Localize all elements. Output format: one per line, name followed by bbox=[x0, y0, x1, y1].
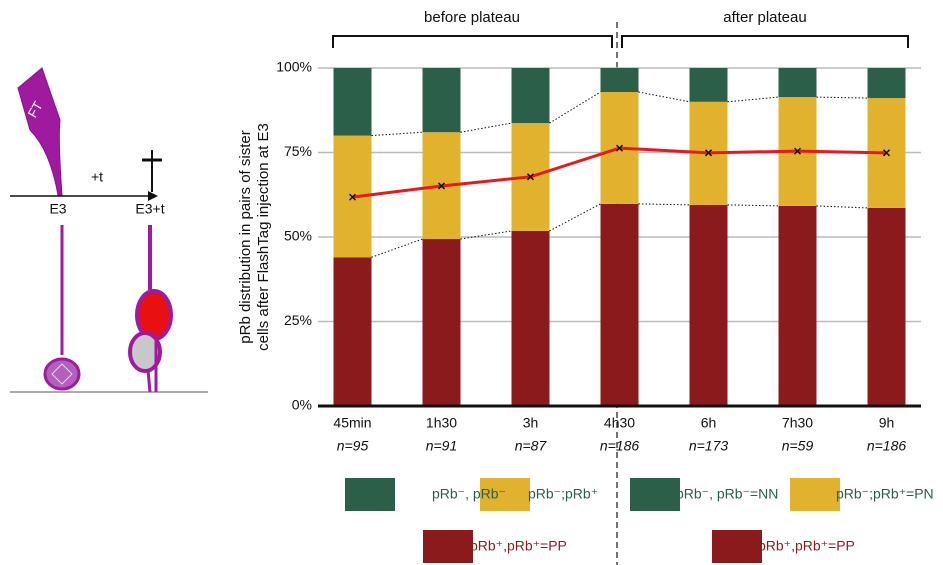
x-tick-label: 9h bbox=[879, 415, 895, 431]
legend-label: pRb⁺,pRb⁺=PP bbox=[470, 538, 567, 554]
connector bbox=[728, 205, 779, 206]
bar-segment bbox=[334, 68, 372, 136]
legend-label: pRb⁻;pRb⁺ bbox=[528, 486, 598, 502]
end-label: E3+t bbox=[135, 201, 164, 217]
connector bbox=[461, 231, 512, 239]
bar-segment bbox=[512, 68, 550, 123]
bar-segment bbox=[690, 68, 728, 102]
annotation: before plateau bbox=[424, 9, 520, 26]
x-tick-label: 6h bbox=[701, 415, 717, 431]
sample-size: n=59 bbox=[782, 438, 814, 454]
legend-label: pRb⁻;pRb⁺=PN bbox=[836, 486, 934, 502]
connector bbox=[372, 132, 423, 135]
annotation: after plateau bbox=[723, 9, 806, 26]
bar-segment bbox=[868, 208, 906, 406]
sample-size: n=186 bbox=[867, 438, 907, 454]
y-tick-label: 100% bbox=[276, 59, 312, 75]
bar-segment bbox=[779, 68, 817, 97]
step-label: +t bbox=[91, 169, 103, 185]
sample-size: n=91 bbox=[426, 438, 458, 454]
connector bbox=[639, 204, 690, 205]
bar-segment bbox=[512, 231, 550, 406]
connector bbox=[728, 97, 779, 102]
bar-segment bbox=[868, 68, 906, 98]
legend-label: pRb⁺,pRb⁺=PP bbox=[758, 538, 855, 554]
bar-segment bbox=[779, 206, 817, 406]
sample-size: n=173 bbox=[689, 438, 729, 454]
x-tick-label: 3h bbox=[523, 415, 539, 431]
connector bbox=[550, 204, 601, 231]
connector bbox=[550, 92, 601, 123]
y-axis-label: cells after FlashTag injection at E3 bbox=[255, 123, 272, 351]
y-tick-label: 0% bbox=[292, 397, 312, 413]
connector bbox=[639, 92, 690, 102]
legend-label: pRb⁻, pRb⁻=NN bbox=[676, 486, 778, 502]
sample-size: n=87 bbox=[515, 438, 548, 454]
schematic: FT +t E3 E3+t bbox=[10, 68, 208, 392]
cell-process bbox=[148, 370, 150, 392]
legend-swatch bbox=[630, 478, 680, 511]
bar-segment bbox=[690, 205, 728, 406]
bracket bbox=[333, 36, 612, 48]
connector bbox=[372, 239, 423, 257]
legend-label: pRb⁻, pRb⁻ bbox=[432, 486, 506, 502]
bar-segment bbox=[601, 68, 639, 92]
bracket bbox=[622, 36, 908, 48]
x-tick-label: 1h30 bbox=[426, 415, 457, 431]
bar-segment bbox=[423, 68, 461, 132]
sample-size: n=186 bbox=[600, 438, 640, 454]
x-tick-label: 45min bbox=[333, 415, 371, 431]
figure: FT +t E3 E3+t before plateau after plate… bbox=[0, 0, 943, 565]
legend-swatch bbox=[345, 478, 395, 511]
connector bbox=[817, 206, 868, 208]
legend-swatch bbox=[423, 530, 473, 563]
sample-size: n=95 bbox=[337, 438, 369, 454]
bar-segment bbox=[423, 239, 461, 406]
y-tick-label: 50% bbox=[284, 228, 312, 244]
pipette bbox=[18, 68, 62, 195]
legend-swatch bbox=[712, 530, 762, 563]
connector bbox=[817, 97, 868, 98]
y-tick-label: 75% bbox=[284, 143, 312, 159]
arrow-head bbox=[148, 191, 158, 201]
start-label: E3 bbox=[49, 201, 66, 217]
bar-segment bbox=[601, 204, 639, 406]
bar-segment bbox=[334, 257, 372, 406]
y-axis-label: pRb distribution in pairs of sister bbox=[237, 130, 254, 343]
connector bbox=[461, 123, 512, 132]
x-tick-label: 7h30 bbox=[782, 415, 813, 431]
legend-swatch bbox=[790, 478, 840, 511]
x-tick-label: 4h30 bbox=[604, 415, 635, 431]
y-tick-label: 25% bbox=[284, 312, 312, 328]
